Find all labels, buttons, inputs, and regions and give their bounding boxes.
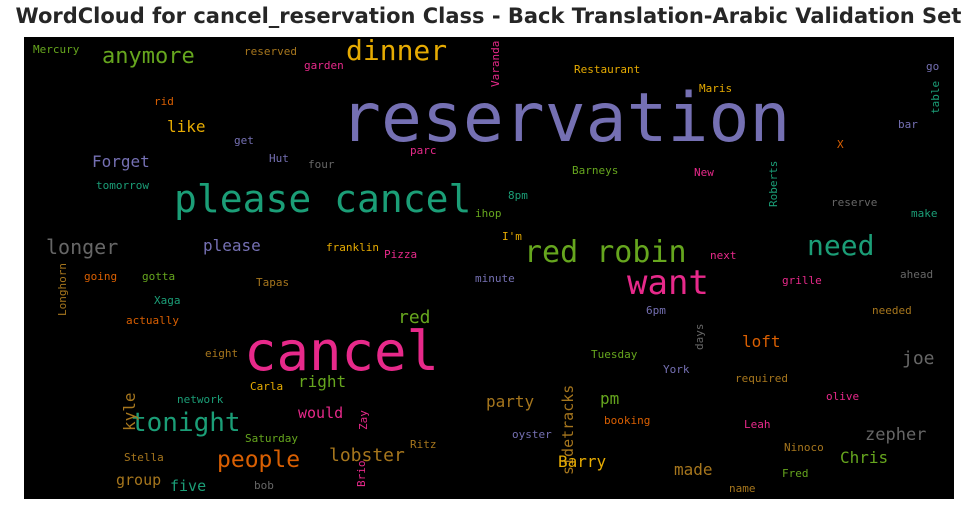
wordcloud-word: like (167, 117, 206, 136)
wordcloud-word: Pizza (384, 248, 418, 261)
wordcloud-word: Forget (92, 152, 150, 171)
wordcloud-word: party (486, 392, 535, 411)
wordcloud-word: four (308, 158, 335, 171)
wordcloud-word: get (234, 134, 254, 147)
wordcloud-word: cancel (244, 320, 440, 383)
wordcloud-word: loft (742, 332, 781, 351)
wordcloud-word: New (694, 166, 714, 179)
wordcloud-word: Xaga (154, 294, 181, 307)
wordcloud-word: Ritz (410, 438, 437, 451)
wordcloud-word: Roberts (767, 160, 780, 208)
wordcloud-word: minute (475, 272, 515, 285)
wordcloud-word: Hut (269, 152, 289, 165)
wordcloud-word: olive (826, 390, 860, 403)
wordcloud-word: Barneys (572, 164, 619, 177)
wordcloud-word: franklin (326, 241, 379, 254)
wordcloud-word: parc (410, 144, 437, 157)
wordcloud-word: red (398, 307, 431, 328)
wordcloud-word: Barry (558, 452, 607, 471)
wordcloud-word: five (170, 477, 207, 495)
chart-title: WordCloud for cancel_reservation Class -… (15, 4, 962, 28)
wordcloud-word: reserve (831, 196, 878, 209)
wordcloud-word: Tuesday (591, 348, 638, 361)
wordcloud-word: dinner (346, 37, 448, 67)
wordcloud-word: 8pm (508, 189, 528, 202)
wordcloud-word: ihop (475, 207, 502, 220)
wordcloud-word: eight (205, 347, 239, 360)
wordcloud-word: make (911, 207, 938, 220)
wordcloud-word: would (298, 404, 344, 422)
wordcloud-word: Restaurant (574, 63, 641, 76)
wordcloud-word: bar (898, 118, 918, 131)
wordcloud-word: people (217, 447, 301, 473)
wordcloud-word: lobster (329, 445, 405, 466)
wordcloud-word: longer (46, 235, 119, 259)
wordcloud-word: Leah (744, 418, 771, 431)
wordcloud-word: reservation (340, 79, 791, 158)
wordcloud-word: 6pm (646, 304, 666, 317)
wordcloud-word: oyster (512, 428, 552, 441)
wordcloud-word: required (735, 372, 788, 385)
wordcloud-word: want (627, 263, 709, 303)
wordcloud-word: going (84, 270, 118, 283)
wordcloud-word: booking (604, 414, 651, 427)
wordcloud-word: zepher (865, 425, 927, 445)
wordcloud-word: Stella (124, 451, 164, 464)
wordcloud-word: X (837, 138, 844, 151)
wordcloud-word: Saturday (245, 432, 298, 445)
wordcloud-word: days (693, 323, 706, 351)
wordcloud-word: need (807, 229, 875, 262)
wordcloud-word: ahead (900, 268, 934, 281)
wordcloud-word: tonight (131, 408, 241, 438)
wordcloud-word: name (729, 482, 756, 495)
wordcloud-word: Mercury (33, 43, 80, 56)
wordcloud-word: group (116, 471, 162, 489)
wordcloud-word: Chris (840, 448, 889, 467)
wordcloud-word: Longhorn (56, 262, 69, 316)
wordcloud-word: joe (902, 348, 935, 369)
wordcloud-word: Varanda (489, 40, 502, 88)
wordcloud-word: Maris (699, 82, 733, 95)
wordcloud-word: York (663, 363, 690, 376)
wordcloud-word: reserved (244, 45, 297, 58)
wordcloud-word: red robin (524, 235, 687, 270)
wordcloud-word: pm (600, 389, 620, 408)
wordcloud-word: needed (872, 304, 912, 317)
wordcloud-word: anymore (102, 44, 195, 69)
wordcloud-canvas: reservation cancel please cancel want red ro… (24, 37, 954, 499)
wordcloud-word: kyle (120, 392, 139, 432)
wordcloud-word: grille (782, 274, 822, 287)
wordcloud-word: Ninoco (784, 441, 824, 454)
wordcloud-word: bob (254, 479, 274, 492)
wordcloud-word: gotta (142, 270, 176, 283)
wordcloud-word: network (177, 393, 224, 406)
wordcloud-word: made (674, 460, 713, 479)
wordcloud-word: Tapas (256, 276, 290, 289)
wordcloud-word: right (298, 372, 347, 391)
wordcloud-word: actually (126, 314, 179, 327)
wordcloud-word: Zay (357, 409, 370, 430)
wordcloud-word: Brio (355, 460, 368, 488)
wordcloud-word: table (929, 80, 942, 114)
wordcloud-word: next (710, 249, 737, 262)
wordcloud-word: please (203, 236, 261, 255)
wordcloud-word: I'm (502, 230, 522, 243)
wordcloud-word: garden (304, 59, 344, 72)
wordcloud-word: go (926, 60, 940, 73)
wordcloud-word: tomorrow (96, 179, 149, 192)
wordcloud-word: Fred (782, 467, 809, 480)
wordcloud-word: rid (154, 95, 174, 108)
wordcloud-word: Carla (250, 380, 284, 393)
wordcloud-word: please cancel (174, 177, 472, 221)
